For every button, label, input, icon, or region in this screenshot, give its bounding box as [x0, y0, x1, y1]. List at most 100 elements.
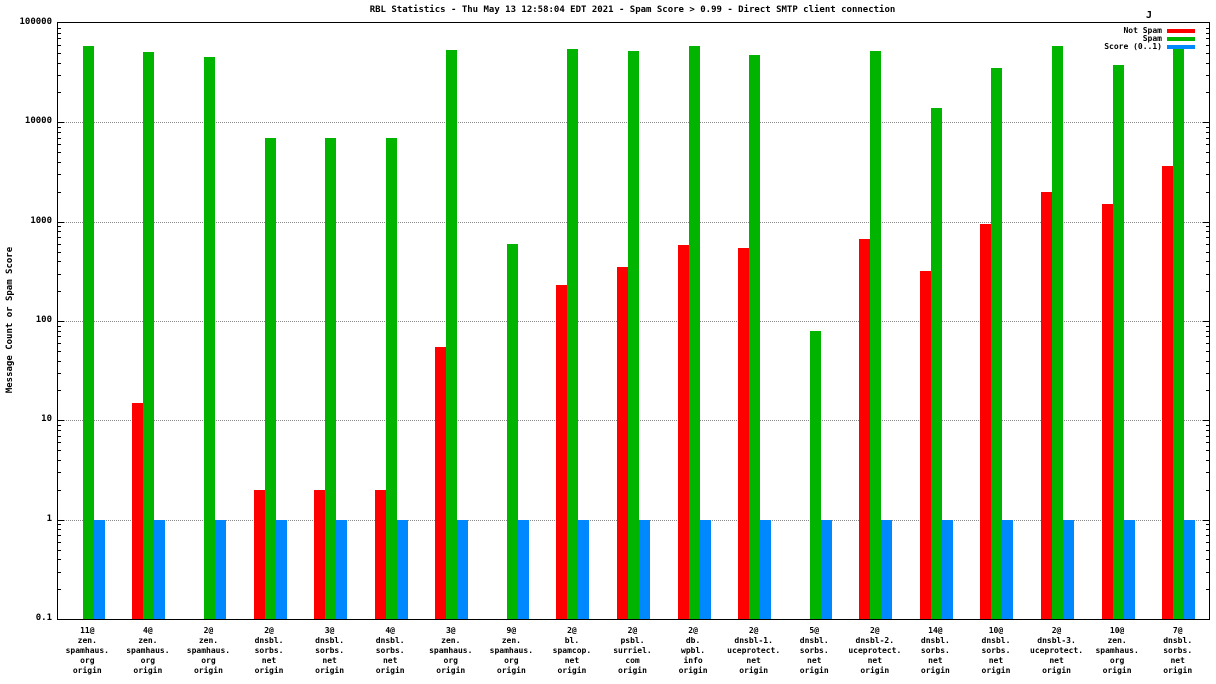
bar-not-spam: [556, 285, 568, 619]
legend-swatch: [1167, 45, 1195, 49]
bar-spam: [628, 51, 639, 619]
y-major-tick: [58, 221, 64, 223]
y-minor-tick: [58, 524, 61, 526]
y-minor-tick: [58, 549, 61, 551]
bar-score-0-1: [578, 519, 590, 619]
bar-score-0-1: [699, 519, 711, 619]
x-category-label: 5@ dnsbl. sorbs. net origin: [799, 626, 829, 675]
y-minor-tick: [1206, 541, 1209, 543]
y-minor-tick: [1206, 424, 1209, 426]
y-minor-tick: [58, 251, 61, 253]
y-minor-tick: [58, 243, 61, 245]
bar-not-spam: [374, 489, 386, 619]
y-minor-tick: [58, 45, 61, 47]
bar-score-0-1: [1002, 519, 1014, 619]
x-category-label: 4@ zen. spamhaus. org origin: [126, 626, 170, 675]
bar-spam: [82, 46, 94, 619]
y-minor-tick: [1206, 435, 1209, 437]
x-category-label: 2@ bl. spamcop. net origin: [552, 626, 592, 675]
y-minor-tick: [58, 450, 61, 452]
x-category-label: 2@ dnsbl-3. uceprotect. net origin: [1030, 626, 1084, 675]
legend-swatch: [1167, 29, 1195, 33]
bar-spam: [870, 51, 882, 619]
y-minor-tick: [1206, 459, 1209, 461]
y-minor-tick: [1206, 360, 1209, 362]
y-minor-tick: [58, 472, 61, 474]
y-minor-tick: [1206, 74, 1209, 76]
bar-score-0-1: [154, 519, 166, 619]
y-minor-tick: [58, 152, 61, 154]
y-tick-label: 1: [46, 513, 52, 524]
y-minor-tick: [1206, 261, 1209, 263]
y-minor-tick: [1206, 191, 1209, 193]
bar-score-0-1: [517, 519, 529, 619]
y-minor-tick: [58, 541, 61, 543]
bar-score-0-1: [396, 519, 408, 619]
bar-score-0-1: [639, 519, 650, 619]
y-tick-label: 100: [35, 315, 52, 325]
y-minor-tick: [58, 231, 61, 233]
y-minor-tick: [58, 291, 61, 293]
y-major-tick: [58, 321, 64, 322]
y-minor-tick: [58, 137, 61, 139]
legend-entry: Not Spam: [1104, 27, 1195, 35]
y-minor-tick: [1206, 273, 1209, 275]
y-major-tick: [58, 122, 64, 124]
y-tick-label: 100000: [19, 17, 52, 27]
y-minor-tick: [1206, 45, 1209, 47]
y-minor-tick: [1206, 161, 1209, 163]
bar-score-0-1: [1184, 519, 1196, 619]
bar-not-spam: [314, 489, 326, 619]
y-minor-tick: [1206, 243, 1209, 245]
y-minor-tick: [58, 273, 61, 275]
y-minor-tick: [58, 27, 61, 29]
y-tick-label: 1000: [30, 215, 52, 226]
bar-spam: [1052, 46, 1064, 619]
bar-not-spam: [919, 270, 931, 619]
y-tick-label: 10000: [24, 116, 52, 127]
y-minor-tick: [58, 429, 61, 431]
y-minor-tick: [58, 424, 61, 426]
bar-not-spam: [677, 245, 689, 619]
bar-score-0-1: [820, 519, 832, 619]
bar-score-0-1: [1063, 519, 1075, 619]
chart-title: RBL Statistics - Thu May 13 12:58:04 EDT…: [369, 5, 896, 15]
y-minor-tick: [58, 535, 61, 537]
x-category-label: 11@ zen. spamhaus. org origin: [65, 626, 109, 675]
bar-score-0-1: [457, 519, 469, 619]
bar-spam: [506, 243, 518, 619]
y-minor-tick: [58, 191, 61, 193]
bar-score-0-1: [1123, 519, 1135, 619]
bar-not-spam: [980, 223, 992, 619]
legend-label: Spam: [1142, 34, 1162, 43]
y-tick-label: 10: [41, 414, 52, 425]
y-minor-tick: [1206, 524, 1209, 526]
x-category-label: 2@ psbl. surriel. com origin: [613, 626, 652, 675]
y-major-tick: [1203, 321, 1209, 322]
x-category-label: 14@ dnsbl. sorbs. net origin: [920, 626, 950, 675]
y-major-tick: [58, 420, 64, 422]
bar-spam: [991, 68, 1003, 619]
y-minor-tick: [58, 343, 61, 345]
y-minor-tick: [58, 52, 61, 54]
y-minor-tick: [58, 336, 61, 338]
y-minor-tick: [1206, 32, 1209, 34]
y-minor-tick: [1206, 343, 1209, 345]
y-minor-tick: [1206, 429, 1209, 431]
y-minor-tick: [58, 529, 61, 531]
y-minor-tick: [1206, 27, 1209, 29]
bar-spam: [567, 48, 579, 619]
y-minor-tick: [58, 126, 61, 128]
bar-not-spam: [132, 402, 144, 619]
y-minor-tick: [58, 372, 61, 374]
x-category-label: 7@ dnsbl. sorbs. net origin: [1163, 626, 1193, 675]
x-category-label: 2@ dnsbl-1. uceprotect. net origin: [727, 626, 781, 675]
x-category-label: 3@ zen. spamhaus. org origin: [429, 626, 473, 675]
y-minor-tick: [1206, 62, 1209, 64]
x-category-label: 4@ dnsbl. sorbs. net origin: [375, 626, 405, 675]
bar-score-0-1: [214, 519, 226, 619]
legend-label: Not Spam: [1123, 26, 1162, 35]
y-major-tick: [58, 519, 64, 521]
legend-label: Score (0..1): [1104, 42, 1162, 51]
